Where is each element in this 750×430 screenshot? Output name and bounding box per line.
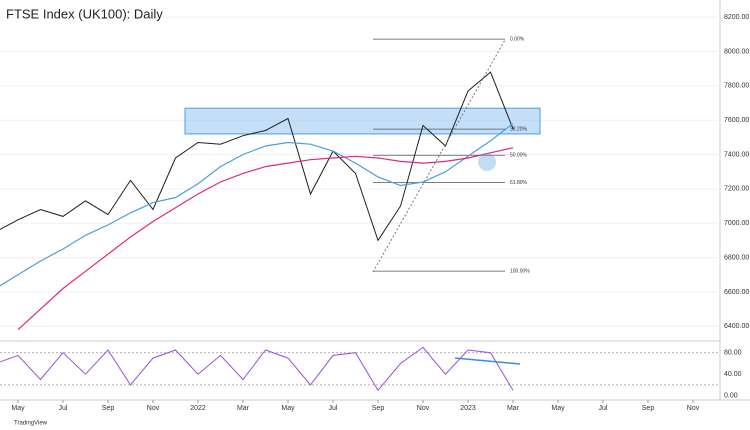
highlight-circle [478, 153, 496, 171]
plot: 6400.00 6600.00 6800.00 7000.00 7200.00 7400.… [0, 14, 749, 412]
series-line [0, 123, 514, 287]
x-tick-label: Sep [102, 405, 115, 412]
y-tick-label: 6800.00 [724, 254, 749, 261]
x-tick-label: Nov [147, 405, 160, 412]
x-tick-label: Mar [507, 405, 520, 412]
series-line [17, 147, 514, 331]
x-tick-label: May [11, 405, 25, 412]
y-tick-label: 7400.00 [724, 151, 749, 158]
x-tick-label: Jul [59, 405, 68, 412]
x-tick-label: Nov [417, 405, 430, 412]
series-line [0, 346, 514, 392]
zone [184, 107, 541, 135]
series-line [0, 71, 514, 242]
y-tick-label: 7600.00 [724, 117, 749, 124]
x-tick-label: Nov [687, 405, 700, 412]
trend-line [372, 39, 506, 273]
brand: TradingView [14, 421, 48, 427]
x-tick-label: 2022 [190, 405, 206, 412]
y-tick-label: 7200.00 [724, 186, 749, 193]
fib-label: 61.80% [510, 180, 528, 186]
x-tick-label: Sep [372, 405, 385, 412]
y-tick-label: 8200.00 [724, 14, 749, 21]
chart-title: FTSE Index (UK100): Daily [6, 6, 163, 21]
fib-label: 0.00% [510, 36, 525, 42]
y-tick-label: 0.00 [724, 392, 738, 399]
fib-label: 50.00% [510, 153, 528, 159]
y-tick-label: 7800.00 [724, 83, 749, 90]
fib-label: 100.00% [510, 268, 530, 274]
x-tick-label: Sep [642, 405, 655, 412]
x-tick-label: May [551, 405, 565, 412]
y-tick-label: 6600.00 [724, 289, 749, 296]
divergence-line [454, 357, 521, 365]
y-tick-label: 80.00 [724, 350, 742, 357]
y-tick-label: 8000.00 [724, 48, 749, 55]
x-tick-label: Mar [237, 405, 250, 412]
y-tick-label: 6400.00 [724, 323, 749, 330]
x-tick-label: May [281, 405, 295, 412]
x-tick-label: Jul [329, 405, 338, 412]
fib-label: 38.20% [510, 126, 528, 132]
y-tick-label: 7000.00 [724, 220, 749, 227]
y-tick-label: 40.00 [724, 371, 742, 378]
x-tick-label: Jul [599, 405, 608, 412]
x-tick-label: 2023 [460, 405, 476, 412]
